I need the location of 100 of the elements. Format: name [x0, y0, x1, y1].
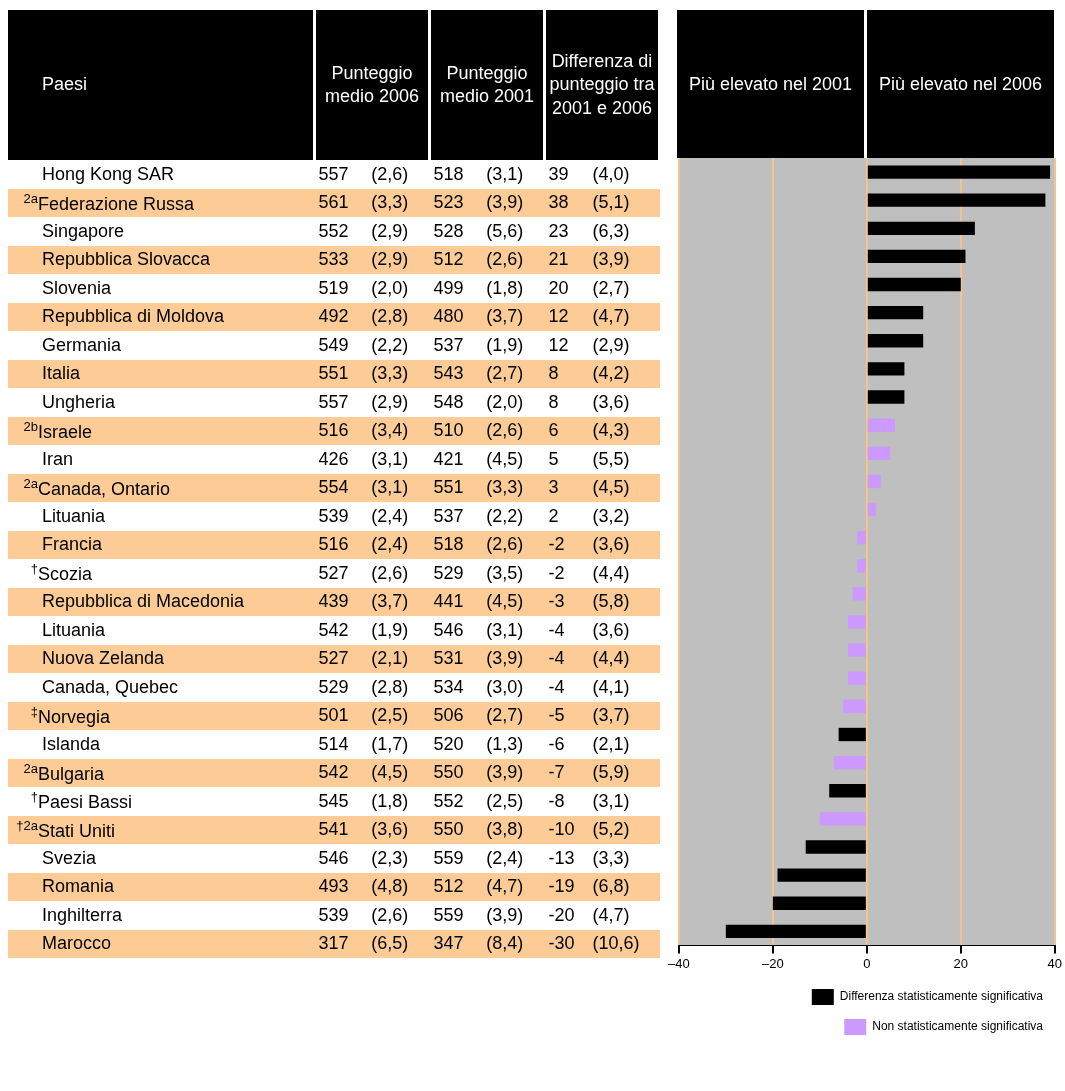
text: -30	[544, 929, 589, 958]
text: 492	[314, 302, 368, 331]
text: Iran	[41, 447, 75, 471]
text: Punteggio medio 2006	[314, 10, 430, 160]
text: 543	[429, 359, 483, 388]
text: 6	[544, 416, 589, 445]
text: (4,4)	[591, 561, 631, 585]
text: (2,7)	[591, 276, 631, 300]
text: (2,6)	[370, 561, 410, 585]
text: 551	[314, 359, 368, 388]
text: 542	[314, 758, 368, 787]
text: (5,9)	[588, 758, 660, 787]
text: 441	[429, 587, 483, 616]
text: 537	[432, 333, 465, 357]
x-tick-label: –20	[761, 955, 784, 971]
text: Nuova Zelanda	[8, 644, 315, 673]
text: -5	[544, 701, 589, 730]
text: (2,6)	[370, 903, 410, 927]
text: 426	[317, 447, 350, 471]
text: 527	[317, 561, 350, 585]
bar	[857, 559, 866, 573]
text: (4,7)	[591, 903, 631, 927]
text: 533	[314, 245, 368, 274]
bar	[867, 277, 961, 292]
text: 548	[432, 390, 465, 414]
text: -4	[547, 675, 566, 699]
text: (5,5)	[591, 447, 631, 471]
text: (3,6)	[367, 815, 430, 844]
text: (2,9)	[370, 390, 410, 414]
text: $^{†2a}$Stati Uniti	[8, 815, 315, 844]
text: 534	[432, 675, 465, 699]
text: (5,8)	[588, 587, 660, 616]
text: $^{†}$Paesi Bassi	[29, 788, 134, 815]
text: (2,6)	[370, 162, 410, 186]
text: -6	[547, 732, 566, 756]
text: 545	[317, 789, 350, 813]
text: (3,5)	[485, 561, 525, 585]
text: (4,1)	[591, 675, 631, 699]
text: Lituania	[41, 504, 107, 528]
text: Repubblica Slovacca	[8, 245, 315, 274]
text: 559	[432, 846, 465, 870]
text: (3,2)	[591, 504, 631, 528]
text: (2,4)	[367, 530, 430, 559]
text: Lituania	[41, 618, 107, 642]
text: (2,5)	[367, 701, 430, 730]
text: (4,3)	[588, 416, 660, 445]
bar	[867, 334, 924, 348]
bar	[843, 699, 866, 714]
text: 510	[429, 416, 483, 445]
text: 439	[314, 587, 368, 616]
text: (3,7)	[367, 587, 430, 616]
x-tick-label: –40	[667, 955, 690, 971]
text: 347	[429, 929, 483, 958]
x-tick-label: 40	[1047, 955, 1062, 971]
text: (2,0)	[485, 390, 525, 414]
text: (2,7)	[482, 701, 545, 730]
text: Più elevato nel 2006	[867, 10, 1054, 158]
text: (8,4)	[482, 929, 545, 958]
text: $^{2a}$Federazione Russa	[8, 188, 315, 217]
x-tick-label: 0	[863, 955, 871, 971]
text: 2	[547, 504, 560, 528]
text: (2,5)	[485, 789, 525, 813]
text: 520	[432, 732, 465, 756]
text: 516	[314, 530, 368, 559]
text: (2,1)	[591, 732, 631, 756]
text: Italia	[8, 359, 315, 388]
bar	[848, 615, 866, 629]
bar	[772, 896, 866, 910]
text: (3,3)	[367, 188, 430, 217]
text: (4,7)	[588, 302, 660, 331]
text: 552	[432, 789, 465, 813]
text: Svezia	[41, 846, 98, 870]
text: Ungheria	[41, 390, 117, 414]
text: 529	[317, 675, 350, 699]
text: 12	[544, 302, 589, 331]
text: $^{2a}$Bulgaria	[8, 758, 315, 787]
bar	[777, 868, 866, 882]
text: 554	[314, 473, 368, 502]
text: Francia	[8, 530, 315, 559]
legend-label: Non statisticamente significativa	[872, 1019, 1044, 1034]
text: 21	[544, 245, 589, 274]
text: Germania	[41, 333, 123, 357]
bar	[867, 249, 966, 264]
bar	[857, 530, 866, 545]
text: (4,7)	[482, 872, 545, 901]
text: 5	[547, 447, 560, 471]
text: 529	[432, 561, 465, 585]
text: 3	[544, 473, 589, 502]
text: (3,6)	[591, 390, 631, 414]
text: 493	[314, 872, 368, 901]
text: (6,8)	[588, 872, 660, 901]
text: 561	[314, 188, 368, 217]
text: 539	[317, 903, 350, 927]
text: 512	[429, 245, 483, 274]
bar	[867, 165, 1051, 179]
text: -8	[547, 789, 566, 813]
bar	[848, 643, 866, 657]
text: Islanda	[41, 732, 102, 756]
text: 518	[429, 530, 483, 559]
text: $^{2b}$Israele	[8, 416, 315, 445]
